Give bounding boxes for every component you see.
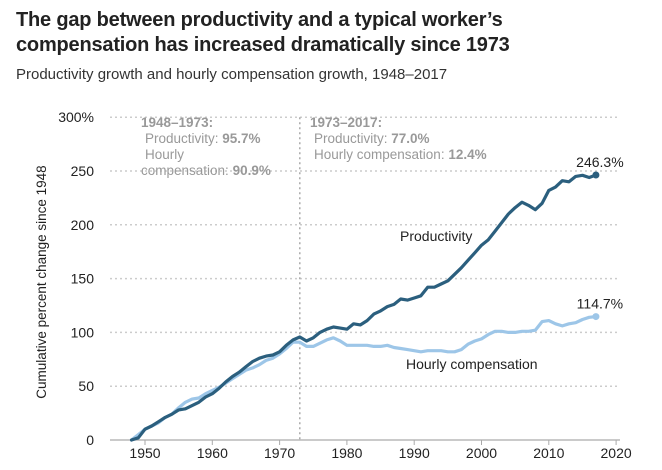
x-tick-label: 1980 [331,445,362,461]
chart-subtitle: Productivity growth and hourly compensat… [16,66,448,83]
x-tick-label: 2000 [466,445,497,461]
end-label-productivity: 246.3% [576,154,623,170]
y-axis-label: Cumulative percent change since 1948 [34,165,49,398]
y-tick-label: 250 [71,163,95,179]
x-tick-label: 1950 [129,445,160,461]
end-point-hourly-compensation [592,313,600,321]
end-point-productivity [592,171,600,179]
x-tick-label: 1970 [264,445,295,461]
x-tick-label: 1990 [399,445,430,461]
annotation-1973-2017-heading: 1973–2017: [310,115,382,130]
annotation-1948-1973-heading: 1948–1973: [141,115,213,130]
y-tick-label: 0 [86,432,94,448]
series-line-hourly-compensation [129,315,598,442]
chart-title: The gap between productivity and a typic… [16,9,510,56]
annotation-1948-1973-line: compensation: 90.9% [141,163,271,178]
annotation-1948-1973-line: Hourly [145,147,184,162]
y-tick-label: 50 [78,378,94,394]
series-label-hourly-compensation: Hourly compensation [406,356,538,372]
series-label-productivity: Productivity [400,228,472,244]
y-tick-label: 100 [71,324,95,340]
end-label-hourly-compensation: 114.7% [577,296,623,312]
x-tick-label: 1960 [197,445,228,461]
annotation-1948-1973-line: Productivity: 95.7% [145,131,261,146]
y-tick-label: 200 [71,217,95,233]
annotation-1973-2017-line: Productivity: 77.0% [314,131,430,146]
x-tick-label: 2010 [533,445,564,461]
series-line-productivity [129,173,598,442]
annotation-1973-2017-line: Hourly compensation: 12.4% [314,147,487,162]
x-tick-label: 2020 [601,445,632,461]
y-tick-label: 300% [58,109,94,125]
y-tick-label: 150 [71,271,95,287]
